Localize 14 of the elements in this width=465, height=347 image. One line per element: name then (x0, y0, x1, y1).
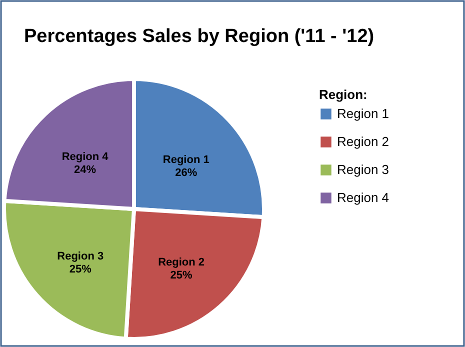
data-label: 25% (69, 263, 92, 276)
chart-title: Percentages Sales by Region ('11 - '12) (24, 26, 374, 47)
data-label: 24% (74, 164, 96, 176)
slice-label: Region 1 (162, 154, 210, 166)
data-label: 26% (175, 167, 198, 180)
data-label: 25% (170, 270, 193, 282)
legend-label: Region 4 (337, 190, 390, 205)
legend-label: Region 1 (337, 106, 390, 121)
legend-title: Region: (319, 87, 368, 102)
slice-label: Region 3 (57, 250, 104, 262)
slice-label: Region 2 (158, 256, 205, 269)
legend-label: Region 2 (337, 134, 390, 149)
legend-label: Region 3 (337, 162, 390, 177)
slice-label: Region 4 (62, 150, 110, 163)
